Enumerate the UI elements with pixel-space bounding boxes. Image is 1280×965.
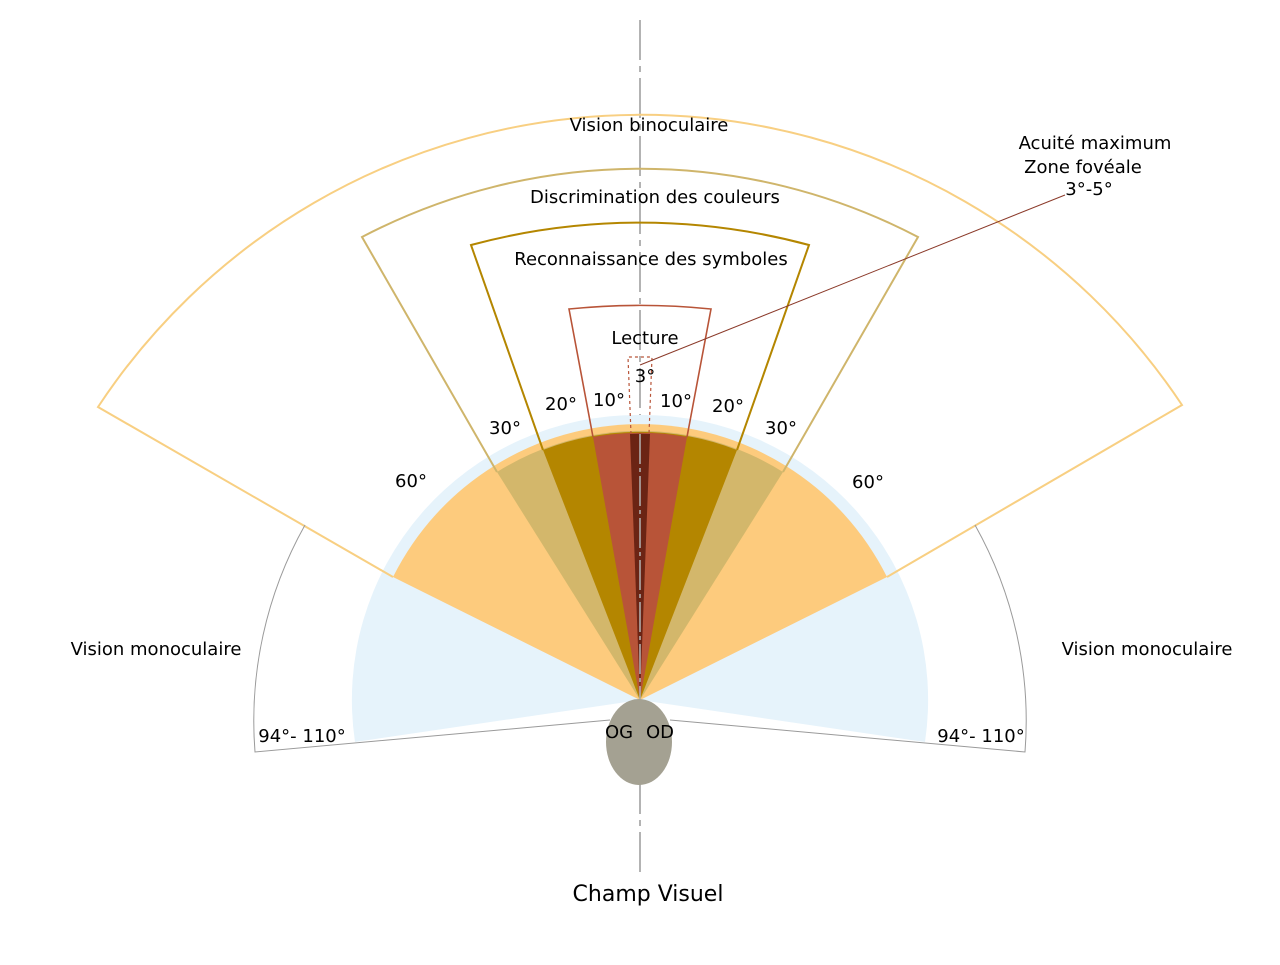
left-eye-label: OG — [605, 722, 633, 743]
colors-angle-left: 30° — [489, 418, 521, 439]
foveal-label-line3: 3°-5° — [1065, 179, 1112, 200]
foveal-label-line2: Zone fovéale — [1024, 157, 1142, 178]
diagram-title: Champ Visuel — [573, 882, 724, 907]
symbols-label: Reconnaissance des symboles — [514, 249, 787, 270]
reading-label: Lecture — [611, 328, 678, 349]
reading-angle-right: 10° — [660, 391, 692, 412]
binocular-angle-left: 60° — [395, 471, 427, 492]
fovea-angle-label: 3° — [635, 366, 655, 387]
symbols-outline — [469, 221, 811, 451]
colors-angle-right: 30° — [765, 418, 797, 439]
reading-angle-left: 10° — [593, 390, 625, 411]
fovea-outline — [627, 356, 653, 435]
monocular-label-right: Vision monoculaire — [1062, 639, 1233, 660]
colors-outline — [360, 167, 920, 473]
right-eye-label: OD — [646, 722, 674, 743]
binocular-angle-right: 60° — [852, 472, 884, 493]
binocular-label: Vision binoculaire — [570, 115, 729, 136]
monocular-outline-left — [253, 524, 611, 753]
monocular-angle-right: 94°- 110° — [937, 726, 1024, 747]
foveal-label-line1: Acuité maximum — [1019, 133, 1172, 154]
colors-label: Discrimination des couleurs — [530, 187, 780, 208]
reading-outline — [568, 304, 712, 438]
monocular-angle-left: 94°- 110° — [258, 726, 345, 747]
monocular-label-left: Vision monoculaire — [71, 639, 242, 660]
binocular-outline — [96, 113, 1184, 578]
symbols-angle-left: 20° — [545, 394, 577, 415]
monocular-outline-right — [669, 524, 1027, 753]
symbols-angle-right: 20° — [712, 396, 744, 417]
foveal-pointer-line — [639, 194, 1066, 366]
eye — [606, 699, 672, 785]
